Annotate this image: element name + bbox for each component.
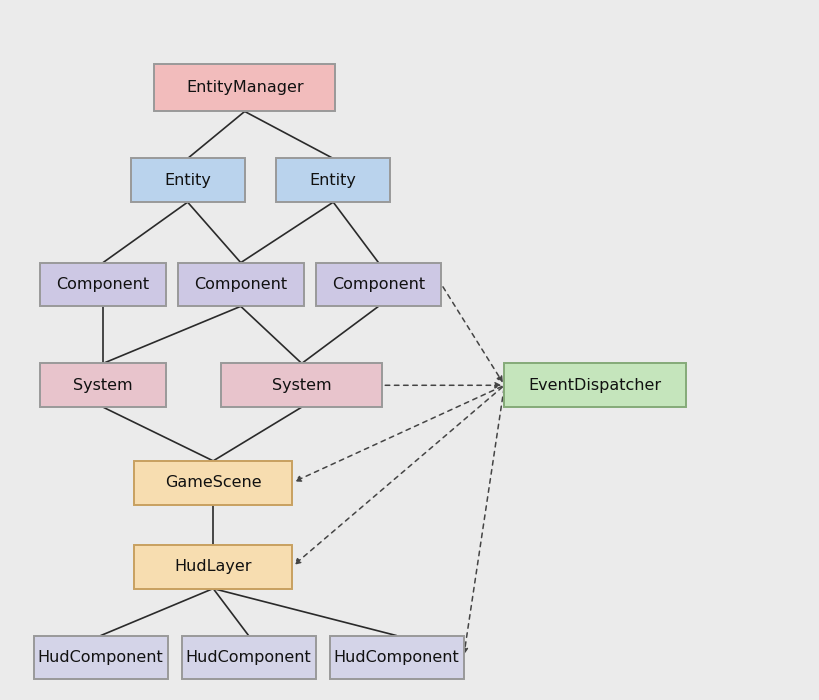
FancyBboxPatch shape: [182, 636, 315, 679]
Text: Component: Component: [57, 277, 149, 292]
Text: Entity: Entity: [310, 173, 356, 188]
FancyBboxPatch shape: [329, 636, 463, 679]
FancyBboxPatch shape: [178, 262, 303, 307]
FancyBboxPatch shape: [315, 262, 441, 307]
Text: HudComponent: HudComponent: [333, 650, 459, 665]
Text: Component: Component: [332, 277, 424, 292]
FancyBboxPatch shape: [134, 461, 292, 505]
FancyBboxPatch shape: [40, 363, 165, 407]
Text: Entity: Entity: [164, 173, 210, 188]
Text: EntityManager: EntityManager: [186, 80, 303, 95]
FancyBboxPatch shape: [221, 363, 382, 407]
FancyBboxPatch shape: [134, 545, 292, 589]
FancyBboxPatch shape: [40, 262, 165, 307]
FancyBboxPatch shape: [504, 363, 685, 407]
Text: GameScene: GameScene: [165, 475, 261, 490]
Text: HudComponent: HudComponent: [38, 650, 163, 665]
FancyBboxPatch shape: [154, 64, 335, 111]
FancyBboxPatch shape: [34, 636, 167, 679]
FancyBboxPatch shape: [130, 158, 244, 202]
Text: Component: Component: [194, 277, 287, 292]
Text: System: System: [73, 378, 133, 393]
Text: System: System: [272, 378, 331, 393]
Text: HudComponent: HudComponent: [186, 650, 311, 665]
FancyBboxPatch shape: [276, 158, 390, 202]
Text: EventDispatcher: EventDispatcher: [527, 378, 661, 393]
Text: HudLayer: HudLayer: [174, 559, 251, 574]
